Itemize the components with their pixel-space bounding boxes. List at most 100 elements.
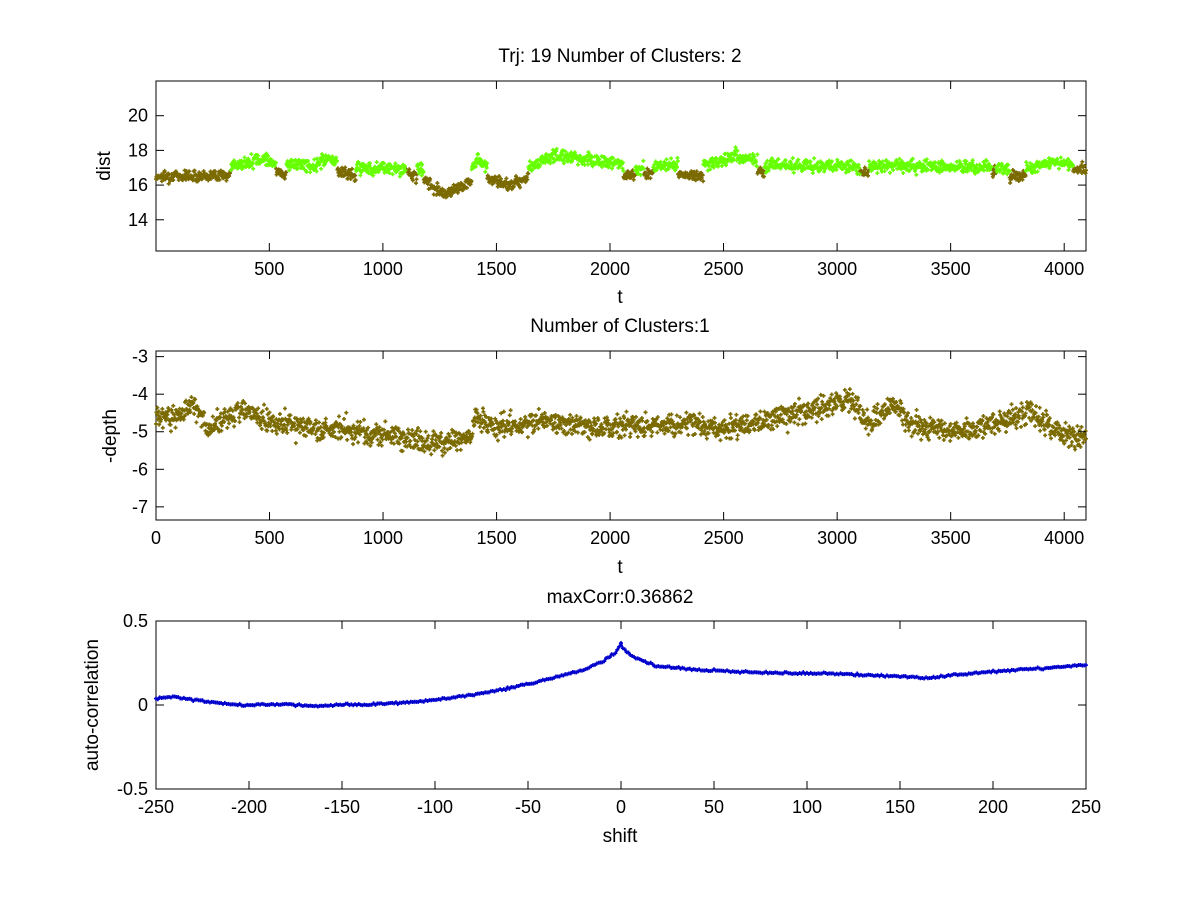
data-point <box>170 410 175 415</box>
data-point <box>222 419 227 424</box>
data-point <box>566 416 571 421</box>
data-point <box>317 420 322 425</box>
data-point <box>480 406 485 411</box>
data-point <box>344 170 349 175</box>
data-point <box>629 424 634 429</box>
data-point <box>599 429 604 434</box>
data-point <box>405 435 410 440</box>
subplot-3-title: maxCorr:0.36862 <box>547 587 694 608</box>
data-point <box>411 434 416 439</box>
data-point <box>569 431 574 436</box>
data-point <box>367 438 372 443</box>
data-point <box>573 429 578 434</box>
data-point <box>168 429 173 434</box>
data-point <box>406 431 411 436</box>
data-point <box>701 179 706 184</box>
data-point <box>620 166 625 171</box>
data-point <box>449 193 454 198</box>
data-point <box>578 415 583 420</box>
data-point <box>761 174 766 179</box>
data-point <box>440 448 445 453</box>
data-point <box>187 169 192 174</box>
data-point <box>710 156 715 161</box>
data-point <box>435 181 440 186</box>
data-point <box>600 161 605 166</box>
data-point <box>295 427 300 432</box>
data-point <box>383 419 388 424</box>
data-point <box>582 430 587 435</box>
data-point <box>482 159 487 164</box>
data-point <box>418 429 423 434</box>
data-point <box>213 424 218 429</box>
data-point <box>801 164 806 169</box>
data-point <box>402 432 407 437</box>
data-point <box>227 174 232 179</box>
data-point <box>219 428 224 433</box>
data-point <box>256 406 261 411</box>
data-point <box>507 420 512 425</box>
data-point <box>624 409 629 414</box>
data-point <box>349 166 354 171</box>
data-point <box>348 176 353 181</box>
data-point <box>319 429 324 434</box>
data-point <box>518 417 523 422</box>
data-point <box>672 434 677 439</box>
data-point <box>513 419 518 424</box>
data-point <box>428 444 433 449</box>
data-point <box>432 448 437 453</box>
data-point <box>415 439 420 444</box>
data-point <box>440 453 445 458</box>
data-point <box>186 411 191 416</box>
data-point <box>735 148 740 153</box>
data-point <box>531 418 536 423</box>
data-point <box>378 440 383 445</box>
data-point <box>194 420 199 425</box>
data-point <box>250 406 255 411</box>
data-point <box>242 155 247 160</box>
data-point <box>421 443 426 448</box>
data-point <box>377 425 382 430</box>
data-point <box>586 150 591 155</box>
data-point <box>574 414 579 419</box>
data-point <box>497 430 502 435</box>
data-point <box>638 172 643 177</box>
data-point <box>1084 168 1088 173</box>
data-point <box>430 437 435 442</box>
data-point <box>258 419 263 424</box>
y-tick-label: -3 <box>132 347 148 367</box>
data-point <box>899 167 904 172</box>
data-point <box>882 169 887 174</box>
data-point <box>192 168 197 173</box>
data-point <box>358 419 363 424</box>
data-point <box>433 438 438 443</box>
data-point <box>641 158 646 163</box>
data-point <box>492 426 497 431</box>
data-point <box>1066 167 1071 172</box>
data-point <box>243 401 248 406</box>
data-point <box>335 158 340 163</box>
data-point <box>643 410 648 415</box>
data-point <box>381 427 386 432</box>
data-point <box>368 443 373 448</box>
data-point <box>609 427 614 432</box>
data-point <box>637 425 642 430</box>
data-point <box>313 432 318 437</box>
data-point <box>674 413 679 418</box>
data-point <box>854 168 859 173</box>
data-point <box>865 173 870 178</box>
x-tick-label: 2500 <box>704 259 744 279</box>
data-point <box>464 440 469 445</box>
data-point <box>478 413 483 418</box>
data-point <box>242 416 247 421</box>
data-point <box>455 190 460 195</box>
y-tick-label: -6 <box>132 459 148 479</box>
data-point <box>591 426 596 431</box>
data-point <box>643 430 648 435</box>
data-point <box>614 429 619 434</box>
data-point <box>371 173 376 178</box>
data-point <box>606 421 611 426</box>
y-tick-label: 18 <box>128 140 148 160</box>
data-point <box>164 416 169 421</box>
data-point <box>981 159 986 164</box>
data-point <box>349 429 354 434</box>
